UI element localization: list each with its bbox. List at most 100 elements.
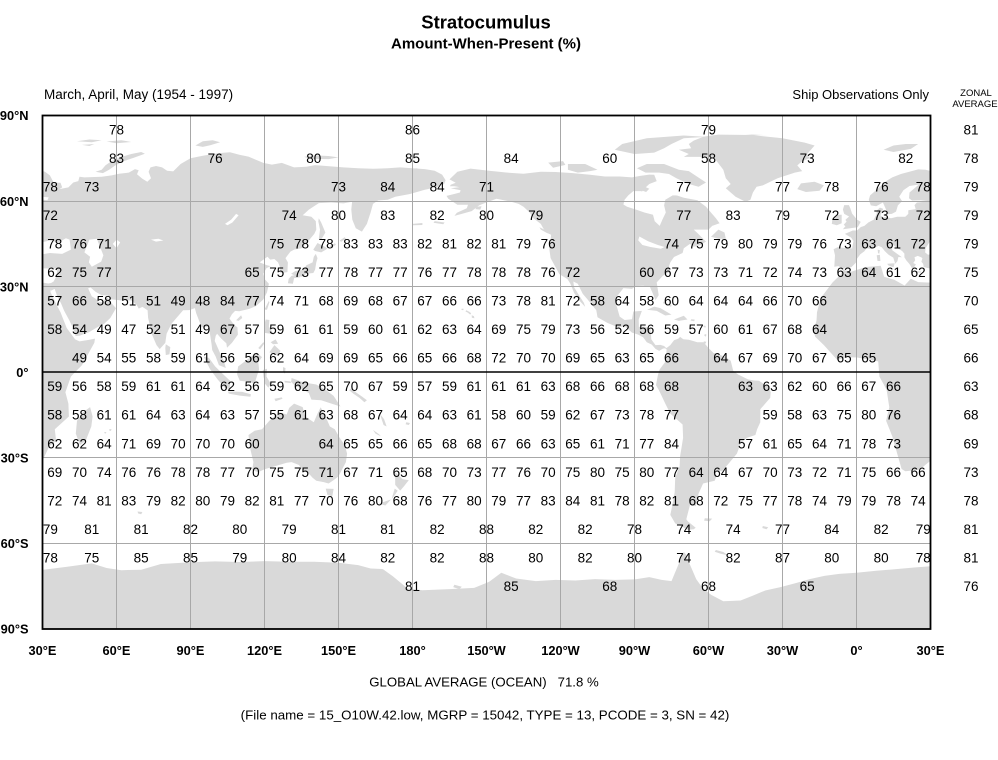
svg-text:59: 59 [47, 379, 62, 394]
svg-text:79: 79 [43, 522, 58, 537]
svg-text:73: 73 [491, 294, 506, 309]
svg-text:70: 70 [541, 351, 556, 366]
svg-text:81: 81 [963, 522, 978, 537]
svg-text:74: 74 [676, 522, 692, 537]
svg-text:61: 61 [319, 322, 334, 337]
svg-text:72: 72 [911, 237, 926, 252]
svg-text:66: 66 [886, 465, 901, 480]
svg-text:Amount-When-Present (%): Amount-When-Present (%) [391, 36, 581, 53]
svg-text:63: 63 [541, 436, 556, 451]
svg-text:60: 60 [516, 408, 531, 423]
svg-text:69: 69 [491, 322, 506, 337]
svg-text:79: 79 [787, 237, 802, 252]
svg-text:71: 71 [837, 465, 852, 480]
svg-text:65: 65 [800, 579, 815, 594]
svg-text:80: 80 [467, 493, 482, 508]
svg-text:80: 80 [195, 493, 210, 508]
svg-text:73: 73 [294, 265, 309, 280]
svg-text:79: 79 [491, 493, 506, 508]
svg-text:47: 47 [121, 322, 136, 337]
svg-text:65: 65 [837, 351, 852, 366]
svg-text:77: 77 [664, 408, 679, 423]
svg-text:58: 58 [491, 408, 506, 423]
svg-text:73: 73 [837, 237, 852, 252]
svg-text:61: 61 [171, 379, 186, 394]
svg-text:60: 60 [368, 322, 383, 337]
svg-text:72: 72 [713, 493, 728, 508]
svg-text:83: 83 [380, 208, 395, 223]
svg-text:63: 63 [861, 237, 876, 252]
svg-text:75: 75 [565, 465, 580, 480]
svg-text:84: 84 [565, 493, 581, 508]
svg-text:79: 79 [713, 237, 728, 252]
svg-text:82: 82 [578, 522, 593, 537]
svg-text:55: 55 [121, 351, 136, 366]
svg-text:76: 76 [121, 465, 136, 480]
svg-text:150°W: 150°W [467, 643, 506, 658]
svg-text:30°E: 30°E [29, 643, 57, 658]
svg-text:84: 84 [220, 294, 236, 309]
svg-text:79: 79 [146, 493, 161, 508]
svg-text:73: 73 [84, 180, 99, 195]
svg-text:73: 73 [800, 151, 815, 166]
svg-text:80: 80 [528, 550, 543, 565]
svg-text:59: 59 [393, 379, 408, 394]
svg-text:81: 81 [442, 237, 457, 252]
svg-text:84: 84 [331, 550, 347, 565]
svg-text:30°N: 30°N [0, 279, 29, 294]
svg-text:81: 81 [963, 123, 978, 138]
svg-text:83: 83 [368, 237, 383, 252]
svg-text:80: 80 [282, 550, 297, 565]
svg-text:64: 64 [713, 294, 729, 309]
svg-text:63: 63 [812, 408, 827, 423]
svg-text:77: 77 [319, 265, 334, 280]
svg-text:76: 76 [812, 237, 827, 252]
svg-text:Stratocumulus: Stratocumulus [421, 12, 551, 33]
svg-text:61: 61 [393, 322, 408, 337]
svg-text:73: 73 [886, 436, 901, 451]
svg-text:66: 66 [664, 351, 679, 366]
svg-text:80: 80 [874, 550, 889, 565]
svg-text:73: 73 [713, 265, 728, 280]
svg-text:60: 60 [602, 151, 617, 166]
svg-text:62: 62 [417, 322, 432, 337]
svg-text:73: 73 [467, 465, 482, 480]
svg-text:71: 71 [837, 436, 852, 451]
svg-text:82: 82 [467, 237, 482, 252]
svg-text:65: 65 [319, 379, 334, 394]
svg-text:78: 78 [639, 408, 654, 423]
svg-text:67: 67 [763, 322, 778, 337]
svg-text:62: 62 [565, 408, 580, 423]
svg-text:66: 66 [516, 436, 531, 451]
svg-text:77: 77 [97, 265, 112, 280]
svg-text:63: 63 [319, 408, 334, 423]
svg-text:AVERAGE: AVERAGE [952, 99, 997, 110]
svg-text:75: 75 [963, 265, 978, 280]
svg-text:78: 78 [491, 265, 506, 280]
svg-text:84: 84 [664, 436, 680, 451]
svg-text:78: 78 [47, 237, 62, 252]
svg-text:73: 73 [331, 180, 346, 195]
svg-text:63: 63 [541, 379, 556, 394]
svg-text:71: 71 [368, 465, 383, 480]
svg-text:78: 78 [627, 522, 642, 537]
svg-text:80: 80 [306, 151, 321, 166]
svg-text:71: 71 [319, 465, 334, 480]
svg-text:77: 77 [368, 265, 383, 280]
svg-text:69: 69 [319, 351, 334, 366]
svg-text:78: 78 [916, 550, 931, 565]
svg-text:58: 58 [146, 351, 161, 366]
svg-text:62: 62 [72, 436, 87, 451]
svg-text:54: 54 [72, 322, 88, 337]
svg-text:64: 64 [861, 265, 877, 280]
svg-text:73: 73 [689, 265, 704, 280]
svg-text:74: 74 [812, 493, 828, 508]
svg-text:90°W: 90°W [619, 643, 651, 658]
svg-text:77: 77 [676, 208, 691, 223]
svg-text:30°W: 30°W [767, 643, 799, 658]
svg-text:82: 82 [726, 550, 741, 565]
svg-text:70: 70 [763, 465, 778, 480]
svg-text:79: 79 [963, 208, 978, 223]
svg-text:78: 78 [916, 180, 931, 195]
svg-text:83: 83 [343, 237, 358, 252]
